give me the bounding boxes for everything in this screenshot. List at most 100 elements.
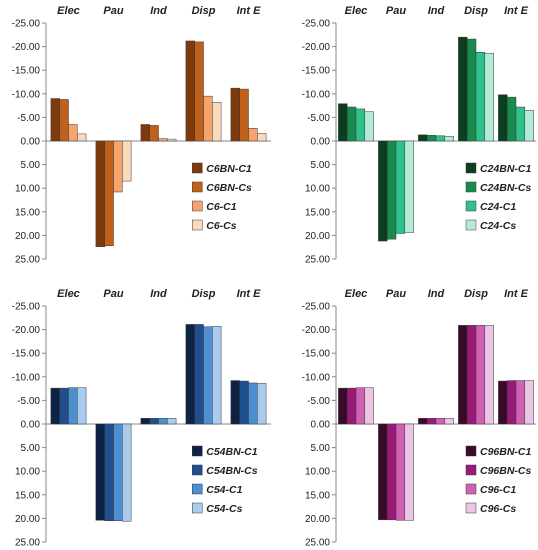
- category-label: Disp: [192, 288, 216, 300]
- bar-c96-c1-pau: [395, 423, 406, 521]
- legend-label: C96-C1: [480, 484, 516, 496]
- legend-swatch: [465, 200, 477, 212]
- legend-label: C54-C1: [206, 484, 242, 496]
- bar-c24-c1-disp: [475, 52, 486, 142]
- bar-c24-c1-pau: [395, 140, 406, 234]
- y-tick-label: -20.00: [302, 42, 331, 53]
- bar-c24-cs-pau: [404, 140, 414, 233]
- y-tick-label: 25.00: [15, 255, 40, 266]
- legend-swatch: [192, 162, 203, 174]
- legend-swatch: [192, 445, 203, 457]
- bar-c6-cs-disp: [212, 102, 222, 142]
- legend-label: C96BN-C1: [480, 446, 532, 458]
- chart-panel-3: -25.00 -20.00 -15.00 -10.00 -5.00 0.00 5.00 10.…: [12, 288, 271, 549]
- legend-swatch: [192, 502, 203, 514]
- bar-c6bn-c1-elec: [50, 98, 60, 142]
- bar-c24-cs-disp: [484, 52, 494, 142]
- bar-c54-c1-elec: [68, 387, 78, 425]
- y-tick-label: 0.00: [311, 420, 331, 431]
- category-label: Elec: [345, 5, 368, 17]
- bar-c96-cs-disp: [484, 325, 494, 425]
- y-tick-label: -5.00: [307, 113, 330, 124]
- bar-c6-cs-ind: [167, 138, 177, 142]
- bar-c54-c1-pau: [113, 423, 123, 522]
- bar-c24bn-cs-int-e: [506, 96, 517, 142]
- bar-c54bn-cs-pau: [104, 423, 114, 522]
- category-label: Pau: [386, 288, 406, 300]
- y-tick-label: -10.00: [302, 89, 331, 100]
- y-tick-label: 5.00: [21, 160, 41, 171]
- category-label: Disp: [464, 288, 488, 300]
- category-label: Int E: [504, 288, 528, 300]
- bar-c96bn-cs-int-e: [506, 380, 517, 425]
- bar-c54-cs-int-e: [257, 383, 267, 425]
- y-tick-label: -25.00: [12, 302, 41, 313]
- category-label: Ind: [150, 288, 167, 300]
- bar-c6bn-cs-elec: [59, 99, 69, 142]
- y-tick-label: -15.00: [302, 349, 331, 360]
- y-tick-label: -5.00: [17, 113, 40, 124]
- y-tick-label: -25.00: [12, 19, 41, 30]
- bar-c96bn-cs-pau: [386, 423, 397, 521]
- bar-c6bn-c1-pau: [95, 140, 105, 247]
- category-label: Pau: [103, 288, 123, 300]
- legend-swatch: [192, 464, 203, 476]
- bar-c54-c1-int-e: [248, 382, 258, 425]
- y-tick-label: 25.00: [305, 538, 330, 549]
- bar-c24-cs-int-e: [524, 110, 534, 142]
- legend-label: C96-Cs: [480, 503, 516, 515]
- bar-c54-c1-ind: [158, 418, 168, 425]
- bar-c6bn-cs-disp: [194, 41, 204, 142]
- bar-c24bn-c1-ind: [418, 134, 428, 142]
- legend-swatch: [192, 219, 203, 231]
- legend-label: C24BN-C1: [480, 163, 532, 175]
- bar-c24bn-cs-ind: [426, 135, 437, 142]
- legend-label: C6-C1: [206, 201, 237, 213]
- bar-c24bn-cs-elec: [346, 106, 357, 142]
- bar-c96bn-c1-pau: [378, 423, 388, 521]
- legend-swatch: [465, 162, 477, 174]
- legend-swatch: [192, 483, 203, 495]
- bar-c96bn-c1-ind: [418, 418, 428, 425]
- bar-c6-c1-ind: [158, 138, 168, 142]
- legend-label: C6-Cs: [206, 220, 237, 232]
- category-label: Pau: [386, 5, 406, 17]
- legend-swatch: [465, 445, 477, 457]
- bar-c24bn-c1-int-e: [498, 94, 508, 142]
- bar-c24bn-c1-disp: [458, 36, 468, 142]
- y-tick-label: 10.00: [15, 467, 40, 478]
- bar-c54bn-c1-disp: [185, 324, 195, 425]
- bar-c96-c1-int-e: [515, 380, 526, 425]
- legend-label: C54BN-Cs: [206, 465, 258, 477]
- category-label: Ind: [150, 5, 167, 17]
- y-tick-label: -10.00: [12, 89, 41, 100]
- bar-c96bn-c1-disp: [458, 325, 468, 425]
- bar-c54bn-cs-ind: [149, 418, 159, 425]
- y-tick-label: -15.00: [12, 66, 41, 77]
- y-tick-label: -15.00: [12, 349, 41, 360]
- y-tick-label: -20.00: [12, 325, 41, 336]
- category-label: Disp: [464, 5, 488, 17]
- category-label: Elec: [345, 288, 368, 300]
- y-tick-label: 5.00: [311, 160, 331, 171]
- bar-c24-cs-ind: [444, 136, 454, 142]
- chart-panel-1: -25.00 -20.00 -15.00 -10.00 -5.00 0.00 5.00 10.…: [12, 5, 271, 266]
- bar-c24-cs-elec: [364, 111, 374, 142]
- y-tick-label: 20.00: [305, 231, 330, 242]
- category-label: Int E: [504, 5, 528, 17]
- legend-swatch: [465, 464, 477, 476]
- bar-c6-c1-disp: [203, 95, 213, 142]
- bar-c54bn-c1-ind: [140, 418, 150, 425]
- y-tick-label: -20.00: [12, 42, 41, 53]
- bar-c24bn-cs-disp: [466, 38, 477, 142]
- bar-c54-cs-disp: [212, 326, 222, 425]
- bar-c54bn-cs-elec: [59, 387, 69, 425]
- y-tick-label: -25.00: [302, 19, 331, 30]
- legend-label: C24-C1: [480, 201, 516, 213]
- y-tick-label: -20.00: [302, 325, 331, 336]
- y-tick-label: 20.00: [15, 514, 40, 525]
- y-tick-label: -10.00: [302, 372, 331, 383]
- bar-c96bn-cs-elec: [346, 387, 357, 425]
- y-tick-label: -15.00: [302, 66, 331, 77]
